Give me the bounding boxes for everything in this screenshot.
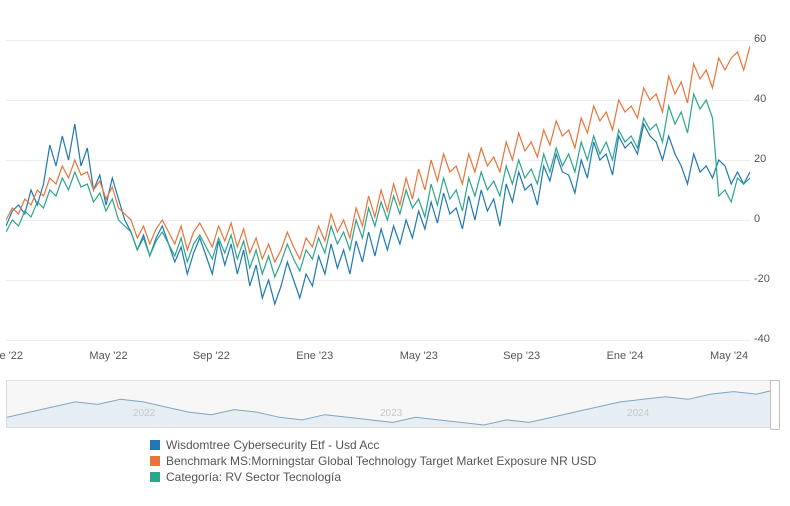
legend-item: Benchmark MS:Morningstar Global Technolo…: [150, 454, 596, 468]
legend-label: Categoría: RV Sector Tecnología: [166, 470, 341, 484]
legend: Wisdomtree Cybersecurity Etf - Usd Acc Be…: [150, 438, 596, 486]
legend-label: Benchmark MS:Morningstar Global Technolo…: [166, 454, 596, 468]
legend-item: Wisdomtree Cybersecurity Etf - Usd Acc: [150, 438, 596, 452]
x-tick-label: Ene '22: [0, 350, 23, 362]
overview-year-label: 2024: [627, 408, 649, 419]
x-tick-label: Sep '23: [503, 350, 540, 362]
x-tick-label: Sep '22: [193, 350, 230, 362]
overview-year-label: 2022: [133, 408, 155, 419]
performance-chart: -40 -20 0 20 40 60 Ene '22 May '22 Sep '22 Ene '…: [0, 0, 790, 506]
legend-swatch: [150, 472, 160, 482]
series-line: [6, 94, 750, 277]
overview-year-label: 2023: [380, 408, 402, 419]
y-tick-label: -40: [754, 333, 788, 345]
x-tick-label: Ene '23: [296, 350, 333, 362]
y-tick-label: 0: [754, 213, 788, 225]
x-tick-label: May '22: [89, 350, 127, 362]
y-tick-label: 60: [754, 33, 788, 45]
overview-svg: [7, 381, 779, 427]
x-tick-label: Ene '24: [607, 350, 644, 362]
overview-border: [6, 380, 780, 428]
legend-label: Wisdomtree Cybersecurity Etf - Usd Acc: [166, 438, 379, 452]
series-line: [6, 46, 750, 262]
y-tick-label: 20: [754, 153, 788, 165]
x-tick-label: May '23: [400, 350, 438, 362]
y-tick-label: -20: [754, 273, 788, 285]
legend-item: Categoría: RV Sector Tecnología: [150, 470, 596, 484]
x-tick-label: May '24: [710, 350, 748, 362]
overview-chart[interactable]: [6, 380, 778, 426]
gridline: [6, 340, 750, 341]
y-tick-label: 40: [754, 93, 788, 105]
overview-handle-right[interactable]: [770, 380, 780, 430]
legend-swatch: [150, 456, 160, 466]
legend-swatch: [150, 440, 160, 450]
line-chart-svg: [6, 10, 750, 340]
